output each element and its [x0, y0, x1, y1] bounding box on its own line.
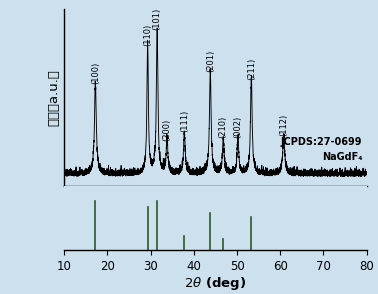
Text: (002): (002)	[234, 115, 242, 138]
Text: JCPDS:27-0699: JCPDS:27-0699	[281, 137, 363, 147]
Text: (100): (100)	[91, 62, 100, 84]
Text: (111): (111)	[180, 109, 189, 132]
Text: (110): (110)	[143, 24, 152, 46]
Text: (101): (101)	[153, 7, 162, 29]
Text: (211): (211)	[247, 58, 256, 80]
Text: (210): (210)	[219, 115, 228, 138]
X-axis label: $2\theta$ (deg): $2\theta$ (deg)	[184, 275, 246, 293]
Text: (112): (112)	[279, 114, 288, 136]
Text: NaGdF₄: NaGdF₄	[322, 152, 363, 162]
Text: (200): (200)	[163, 118, 172, 141]
Text: (201): (201)	[206, 50, 215, 73]
Y-axis label: 强度（a.u.）: 强度（a.u.）	[47, 69, 60, 126]
